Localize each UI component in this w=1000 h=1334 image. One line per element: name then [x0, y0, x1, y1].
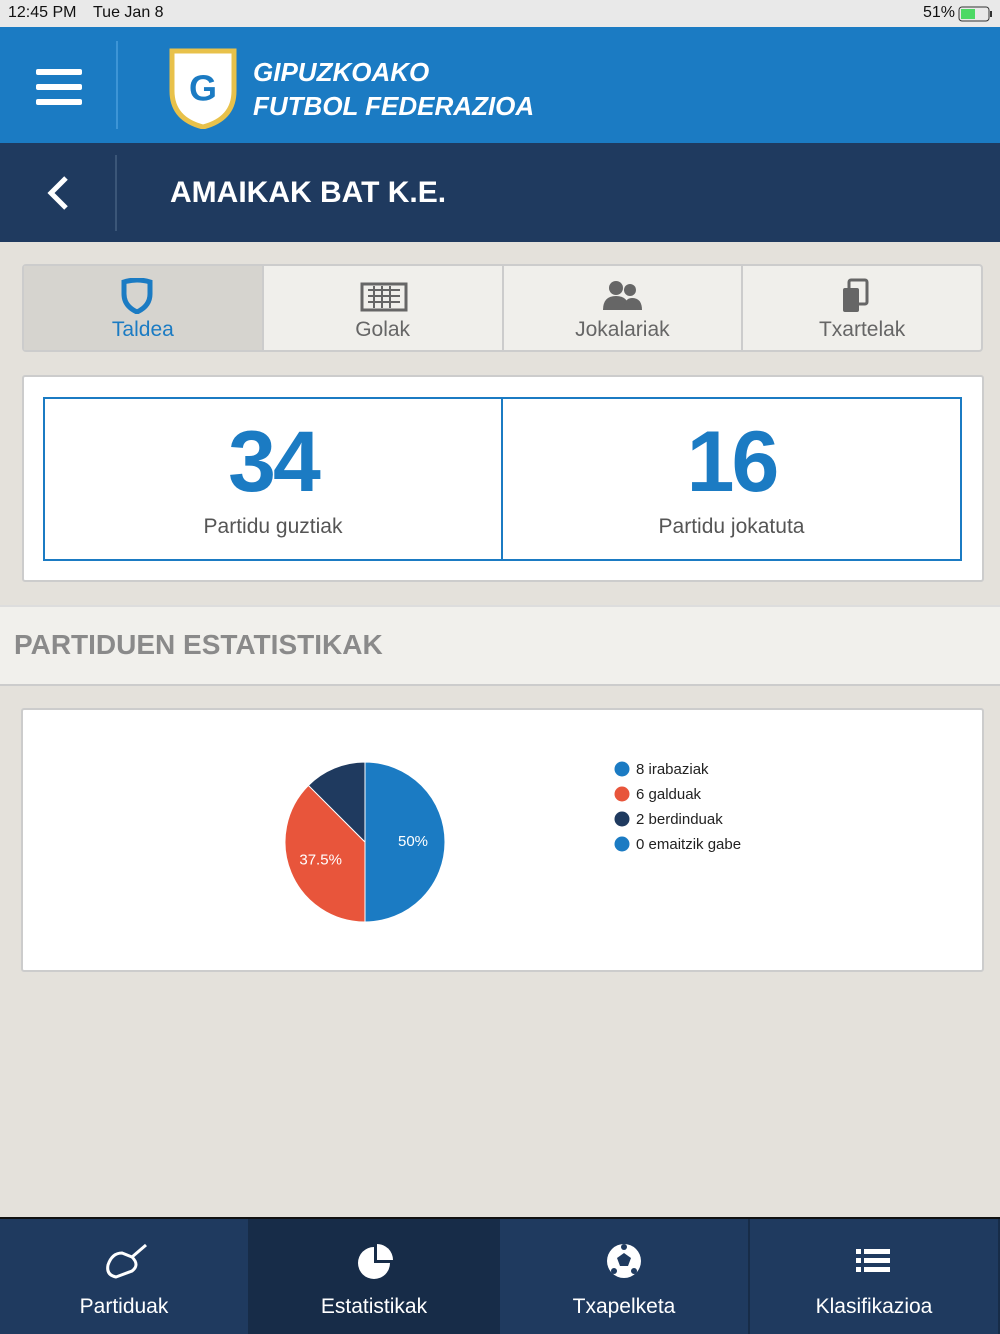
tab-icon [121, 278, 153, 314]
pie-slice [364, 761, 446, 923]
tab[interactable]: Golak [264, 266, 504, 350]
tab-icon [843, 278, 869, 312]
tab-bar: Taldea Golak Jokalariak Txartelak [22, 264, 983, 352]
pie-slice [284, 784, 366, 923]
bottom-nav: Partiduak Estatistikak Txapelketa Klasifika… [0, 1217, 1000, 1334]
legend-label: 2 berdinduak [636, 811, 723, 828]
section-title: PARTIDUEN ESTATISTIKAK [14, 629, 383, 660]
stat-label: Partidu guztiak [203, 515, 343, 538]
header: G GIPUZKOAKO FUTBOL FEDERAZIOA [0, 27, 1000, 143]
nav-label: Estatistikak [320, 1295, 428, 1318]
nav-icon [106, 1243, 147, 1279]
nav-label: Klasifikazioa [815, 1295, 933, 1318]
stat-number: 34 [228, 414, 321, 510]
nav-label: Partiduak [79, 1295, 169, 1318]
stat-box: 16 Partidu jokatuta [501, 397, 962, 561]
slice-label: 37.5% [299, 851, 342, 868]
battery: 51% [923, 4, 956, 21]
legend-marker [614, 786, 630, 802]
brand-line: FUTBOL FEDERAZIOA [253, 91, 535, 121]
stat-number: 16 [686, 414, 780, 510]
legend-label: 6 galduak [636, 786, 702, 803]
tab-label: Txartelak [818, 318, 906, 341]
divider [116, 41, 118, 129]
tab-icon [360, 282, 408, 312]
chart-card: 50% 37.5% 8 irabaziak 6 galduak 2 berdinduak… [21, 708, 984, 972]
nav-item[interactable]: Estatistikak [250, 1219, 500, 1334]
nav-icon [607, 1244, 641, 1278]
stat-box: 34 Partidu guztiak [43, 397, 503, 561]
nav-icon [358, 1244, 393, 1279]
nav-item[interactable]: Partiduak [0, 1219, 250, 1334]
stat-label: Partidu jokatuta [658, 515, 805, 538]
team-name: AMAIKAK BAT K.E. [170, 176, 447, 209]
brand-line: GIPUZKOAKO [253, 57, 430, 87]
stats-card [22, 375, 984, 582]
slice-label: 50% [398, 833, 428, 850]
nav-label: Txapelketa [572, 1295, 676, 1318]
nav-icon [856, 1249, 890, 1272]
legend-marker [614, 811, 630, 827]
tab-icon [602, 281, 642, 310]
tab[interactable]: Jokalariak [504, 266, 744, 350]
chart: 50% 37.5% 8 irabaziak 6 galduak 2 berdinduak… [284, 761, 741, 923]
tab[interactable]: Txartelak [743, 266, 981, 350]
svg-text:G: G [189, 68, 217, 109]
tab-label: Taldea [111, 318, 174, 341]
legend-label: 0 emaitzik gabe [636, 836, 741, 853]
date: Tue Jan 8 [93, 4, 164, 21]
tab[interactable]: Taldea [24, 266, 264, 350]
pie-slice [307, 761, 366, 844]
status-bar: 12:45 PM Tue Jan 8 51% [0, 0, 1000, 27]
battery-icon [958, 6, 992, 22]
time: 12:45 PM [8, 4, 77, 21]
legend-label: 8 irabaziak [636, 761, 709, 778]
back-button[interactable] [46, 175, 70, 211]
legend-marker [614, 761, 630, 777]
legend-marker [614, 836, 630, 852]
logo: G [169, 48, 237, 129]
tab-label: Jokalariak [575, 318, 670, 341]
nav-item[interactable]: Klasifikazioa [750, 1219, 1000, 1334]
tab-label: Golak [355, 318, 411, 341]
menu-button[interactable] [36, 69, 82, 105]
brand: GIPUZKOAKO FUTBOL FEDERAZIOA [253, 55, 534, 123]
nav-item[interactable]: Txapelketa [500, 1219, 750, 1334]
divider [115, 155, 117, 231]
team-bar: AMAIKAK BAT K.E. [0, 143, 1000, 242]
section-header: PARTIDUEN ESTATISTIKAK [0, 605, 1000, 686]
